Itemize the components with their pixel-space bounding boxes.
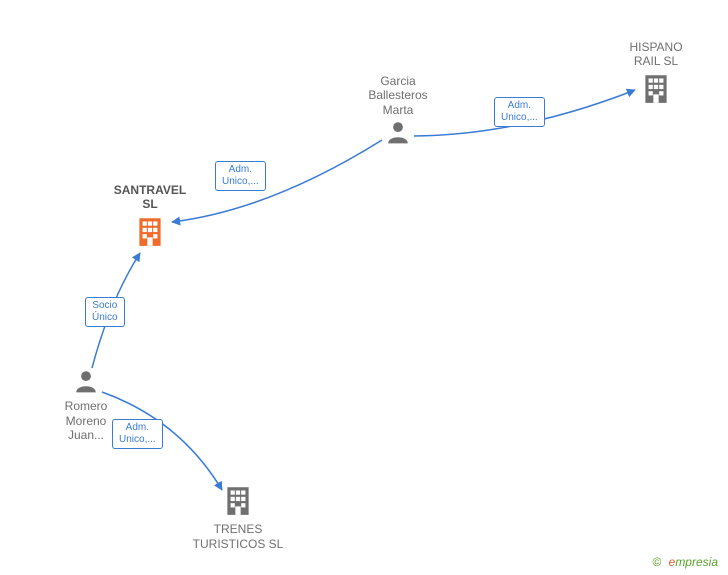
edge-label-romero-santravel: Socio Único [85, 297, 125, 327]
node-santravel-label: SANTRAVEL SL [114, 183, 187, 212]
building-icon [133, 214, 167, 251]
person-icon [73, 368, 99, 397]
person-icon [385, 119, 411, 148]
edge-label-garcia-hispano: Adm. Unico,... [494, 97, 545, 127]
node-hispano-label: HISPANO RAIL SL [627, 40, 686, 69]
node-santravel[interactable]: SANTRAVEL SL [114, 183, 187, 251]
edge-label-garcia-santravel: Adm. Unico,... [215, 161, 266, 191]
building-icon [221, 483, 255, 520]
node-garcia[interactable]: Garcia Ballesteros Marta [355, 74, 442, 149]
node-garcia-label: Garcia Ballesteros Marta [355, 74, 442, 117]
building-icon [639, 71, 673, 108]
edge-garcia-santravel [172, 140, 382, 222]
edge-label-romero-trenes: Adm. Unico,... [112, 419, 163, 449]
node-romero-label: Romero Moreno Juan... [57, 399, 116, 442]
watermark: © empresia [652, 555, 718, 569]
node-trenes-label: TRENES TURISTICOS SL [188, 522, 289, 551]
node-hispano[interactable]: HISPANO RAIL SL [627, 40, 686, 108]
copyright-symbol: © [652, 555, 661, 569]
watermark-brand-rest: mpresia [675, 555, 718, 569]
node-romero[interactable]: Romero Moreno Juan... [57, 368, 116, 443]
diagram-canvas: { "type": "network", "background_color":… [0, 0, 728, 575]
node-trenes[interactable]: TRENES TURISTICOS SL [188, 483, 289, 551]
